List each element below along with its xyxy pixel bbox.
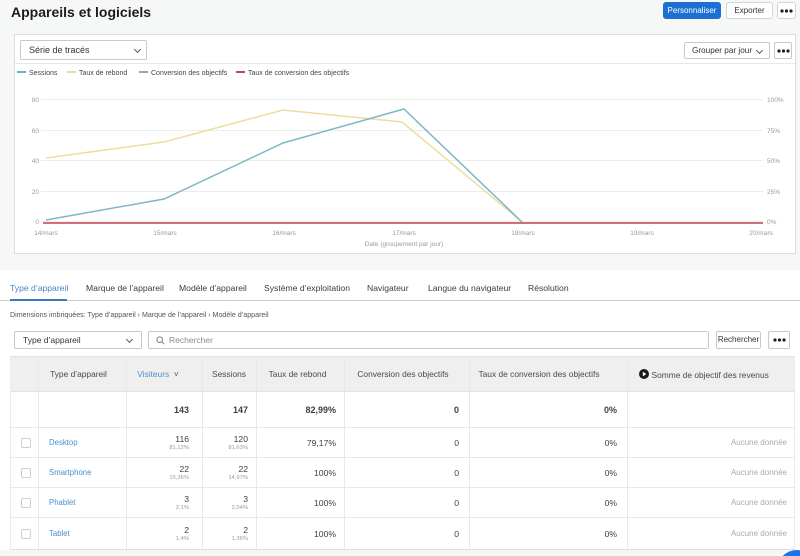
svg-text:16/mars: 16/mars — [272, 230, 296, 237]
svg-text:100%: 100% — [767, 97, 784, 104]
svg-text:17/mars: 17/mars — [392, 230, 416, 237]
svg-text:14/mars: 14/mars — [34, 230, 58, 237]
svg-text:18/mars: 18/mars — [511, 230, 535, 237]
svg-text:50%: 50% — [767, 158, 780, 165]
svg-text:20: 20 — [32, 189, 40, 196]
svg-text:80: 80 — [32, 97, 40, 104]
svg-text:0%: 0% — [767, 219, 777, 226]
svg-text:60: 60 — [32, 128, 40, 135]
svg-text:Date (groupement par jour): Date (groupement par jour) — [365, 241, 443, 248]
svg-text:19/mars: 19/mars — [630, 230, 654, 237]
svg-text:25%: 25% — [767, 189, 780, 196]
svg-text:40: 40 — [32, 158, 40, 165]
svg-text:0: 0 — [35, 219, 39, 226]
svg-text:20/mars: 20/mars — [749, 230, 773, 237]
svg-text:75%: 75% — [767, 128, 780, 135]
svg-text:15/mars: 15/mars — [153, 230, 177, 237]
